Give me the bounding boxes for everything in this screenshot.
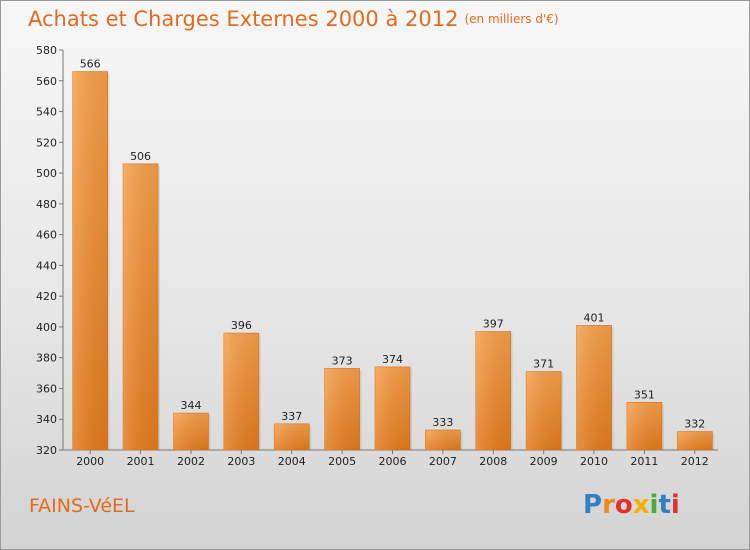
- logo-letter: x: [632, 490, 650, 520]
- x-tick-label: 2006: [379, 455, 407, 468]
- chart-title: Achats et Charges Externes 2000 à 2012 (e…: [28, 7, 559, 31]
- x-tick-label: 2000: [76, 455, 104, 468]
- bar-sheen: [425, 430, 461, 450]
- x-tick-label: 2002: [177, 455, 205, 468]
- bar-value-label: 506: [130, 150, 151, 163]
- unit-note: (en milliers d'€): [464, 12, 559, 26]
- bar-sheen: [324, 368, 360, 450]
- bar-value-label: 566: [80, 58, 101, 71]
- x-tick-label: 2004: [278, 455, 306, 468]
- logo-letter: i: [649, 490, 659, 520]
- bar-sheen: [223, 333, 259, 450]
- logo-letter: t: [658, 490, 671, 520]
- bar-sheen: [72, 71, 108, 451]
- x-tick-label: 2011: [630, 455, 658, 468]
- y-tick-label: 380: [36, 352, 57, 365]
- logo-letter: P: [583, 490, 603, 520]
- x-tick-label: 2001: [127, 455, 155, 468]
- x-tick-label: 2008: [479, 455, 507, 468]
- x-tick-label: 2012: [681, 455, 709, 468]
- bar-value-label: 396: [231, 319, 252, 332]
- bar-sheen: [677, 431, 713, 450]
- bar-value-label: 351: [634, 388, 655, 401]
- y-tick-label: 540: [36, 106, 57, 119]
- bar-sheen: [576, 325, 612, 450]
- bar-sheen: [123, 163, 159, 450]
- bar-sheen: [274, 423, 310, 450]
- y-tick-label: 320: [36, 444, 57, 457]
- x-tick-label: 2005: [328, 455, 356, 468]
- y-tick-label: 460: [36, 229, 57, 242]
- bar-sheen: [526, 371, 562, 450]
- y-tick-label: 420: [36, 290, 57, 303]
- y-tick-label: 400: [36, 321, 57, 334]
- bar-value-label: 371: [533, 358, 554, 371]
- y-tick-label: 360: [36, 382, 57, 395]
- logo-letter: i: [670, 490, 680, 520]
- y-tick-label: 520: [36, 136, 57, 149]
- bar-value-label: 373: [332, 354, 353, 367]
- x-tick-label: 2010: [580, 455, 608, 468]
- bar-value-label: 374: [382, 353, 403, 366]
- bar-value-label: 401: [584, 311, 605, 324]
- bar-sheen: [626, 402, 662, 450]
- bar-value-label: 397: [483, 318, 504, 331]
- bar-value-label: 332: [684, 418, 705, 431]
- x-tick-label: 2009: [530, 455, 558, 468]
- proxiti-logo: Proxiti: [583, 490, 680, 520]
- bar-value-label: 344: [180, 399, 201, 412]
- y-tick-label: 340: [36, 413, 57, 426]
- x-tick-label: 2007: [429, 455, 457, 468]
- y-tick-label: 480: [36, 198, 57, 211]
- y-tick-label: 580: [36, 44, 57, 57]
- x-tick-label: 2003: [227, 455, 255, 468]
- logo-letter: o: [614, 490, 633, 520]
- y-tick-label: 560: [36, 75, 57, 88]
- y-tick-label: 440: [36, 259, 57, 272]
- logo-letter: r: [602, 490, 615, 520]
- y-tick-label: 500: [36, 167, 57, 180]
- bar-value-label: 333: [432, 416, 453, 429]
- bar-sheen: [173, 413, 209, 450]
- bar-sheen: [475, 331, 511, 450]
- title-text: Achats et Charges Externes 2000 à 2012: [28, 7, 459, 31]
- bar-sheen: [375, 366, 410, 450]
- bar-value-label: 337: [281, 410, 302, 423]
- commune-name: FAINS-VéEL: [29, 495, 135, 517]
